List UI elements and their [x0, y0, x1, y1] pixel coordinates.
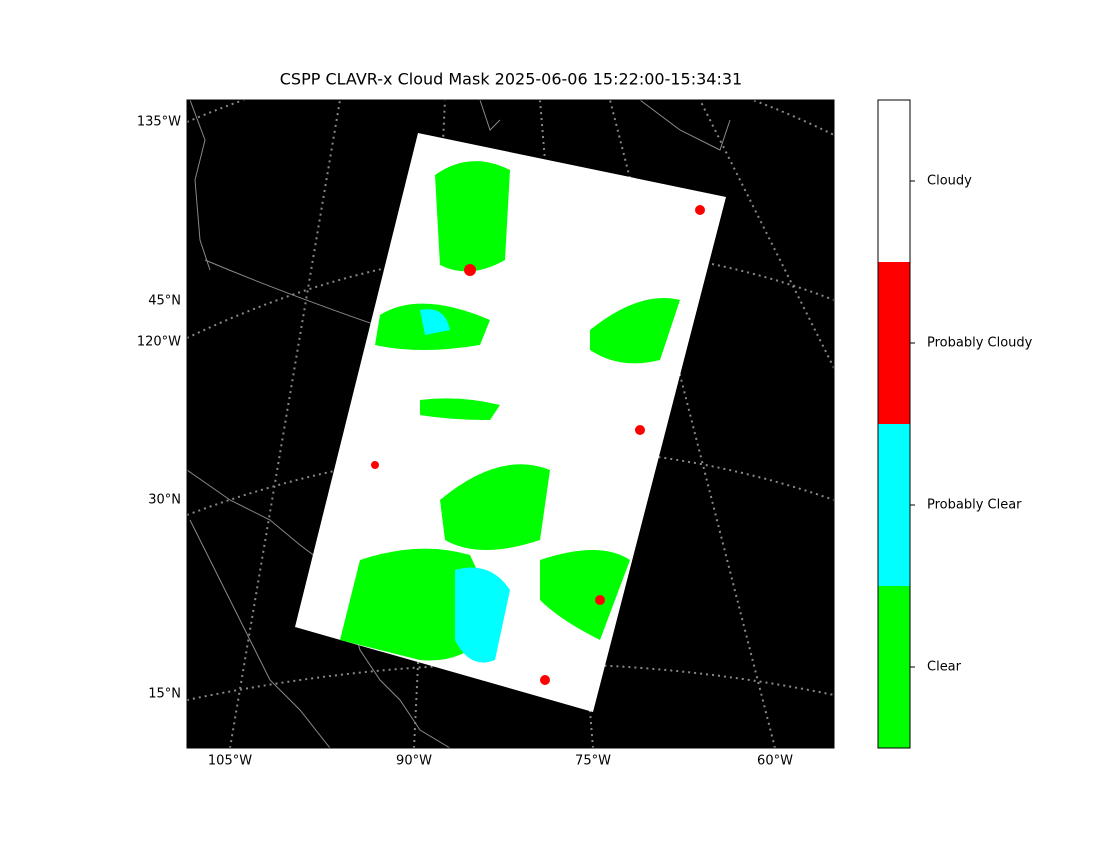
map-title: CSPP CLAVR-x Cloud Mask 2025-06-06 15:22…	[280, 70, 742, 89]
lon-label: 60°W	[757, 754, 793, 769]
colorbar-label: Probably Clear	[927, 498, 1022, 513]
colorbar-label: Clear	[927, 660, 962, 675]
lon-label: 105°W	[208, 754, 252, 769]
probably-cloudy-regions	[371, 205, 705, 685]
lat-lon-label: 45°N	[148, 294, 181, 309]
colorbar-frame	[877, 99, 911, 749]
colorbar-segment	[878, 100, 910, 262]
lat-lon-label: 15°N	[148, 687, 181, 702]
lat-lon-label: 135°W	[137, 115, 181, 130]
lat-lon-label: 120°W	[137, 335, 181, 350]
lon-label: 90°W	[396, 754, 432, 769]
probably-clear-regions	[420, 309, 510, 663]
colorbar-segment	[878, 262, 910, 424]
lon-label: 75°W	[575, 754, 611, 769]
map-area	[187, 100, 834, 748]
colorbar: Clear Probably Clear Probably Cloudy Cloudy	[877, 99, 1033, 749]
lat-lon-label: 30°N	[148, 493, 181, 508]
map-frame	[186, 99, 835, 749]
colorbar-segment	[878, 586, 910, 748]
colorbar-label: Probably Cloudy	[927, 336, 1033, 351]
colorbar-label: Cloudy	[927, 174, 972, 189]
colorbar-segment	[878, 424, 910, 586]
